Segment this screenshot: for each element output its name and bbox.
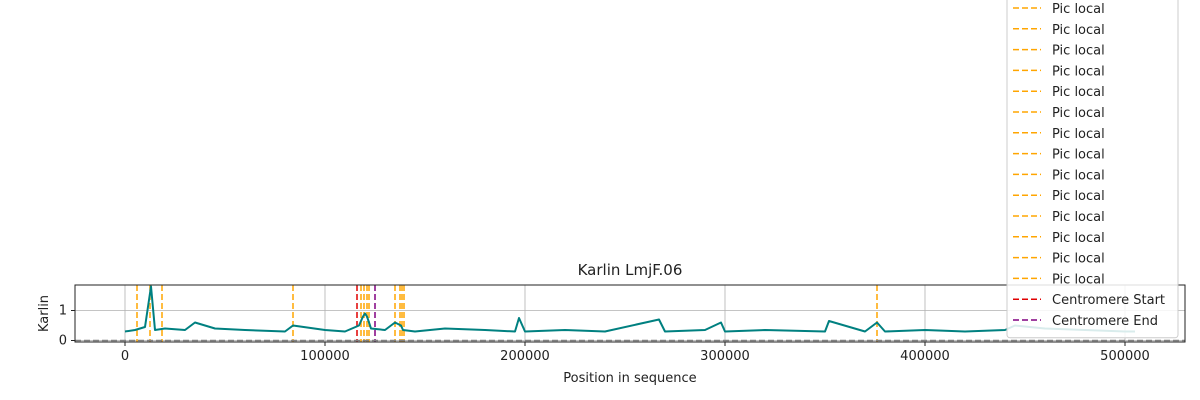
y-axis-label: Karlin [37, 295, 52, 332]
legend-label: Pic local [1052, 148, 1105, 163]
legend-box [1006, 0, 1179, 339]
y-axis-ticks: 01 [59, 304, 75, 349]
legend-label: Pic local [1052, 272, 1105, 287]
legend-label: Pic local [1052, 106, 1105, 121]
x-tick-label: 200000 [500, 349, 550, 364]
x-tick-label: 400000 [900, 349, 950, 364]
x-axis-label: Position in sequence [563, 371, 696, 386]
x-tick-label: 500000 [1100, 349, 1150, 364]
legend-label: Pic local [1052, 85, 1105, 100]
legend-label: Pic local [1052, 127, 1105, 142]
y-tick-label: 1 [59, 304, 67, 319]
vertical-marker-lines [136, 285, 878, 342]
legend-label: Pic local [1052, 252, 1105, 267]
legend: Pic local Pic local Pic local Pic local Pic … [1006, 0, 1179, 339]
legend-label: Pic local [1052, 168, 1105, 183]
legend-label: Pic local [1052, 44, 1105, 59]
legend-label: Pic local [1052, 189, 1105, 204]
legend-label: Pic local [1052, 64, 1105, 79]
chart-title: Karlin LmjF.06 [578, 261, 683, 279]
series-lines [124, 285, 1135, 333]
x-axis-ticks: 0 100000 200000 300000 400000 500000 [121, 342, 1150, 364]
legend-label: Pic local [1052, 231, 1105, 246]
series-line [124, 285, 1135, 333]
legend-label: Centromere End [1052, 314, 1158, 329]
legend-label: Pic local [1052, 23, 1105, 38]
legend-label: Pic local [1052, 210, 1105, 225]
legend-label: Centromere Start [1052, 293, 1165, 308]
plot-area-frame [74, 284, 1186, 343]
x-tick-label: 0 [121, 349, 129, 364]
legend-label: Pic local [1052, 2, 1105, 17]
y-tick-label: 0 [59, 334, 67, 349]
x-tick-label: 300000 [700, 349, 750, 364]
x-tick-label: 100000 [300, 349, 350, 364]
